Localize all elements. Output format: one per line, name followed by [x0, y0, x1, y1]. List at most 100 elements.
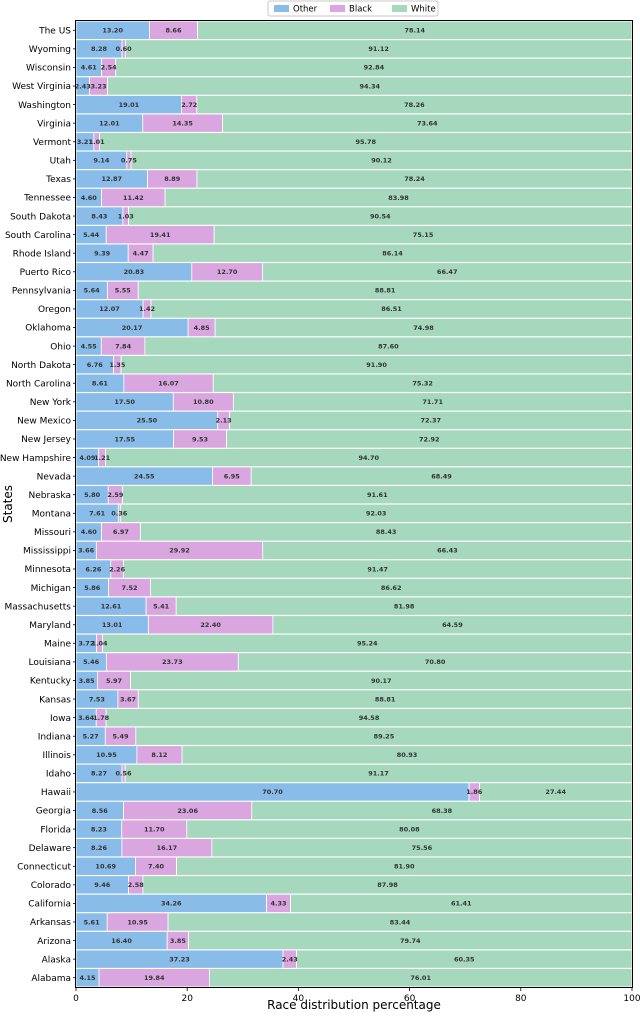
value-label-arizona-black: 3.85 — [170, 937, 187, 945]
state-label-arizona: Arizona — [37, 937, 71, 947]
value-label-north-carolina-white: 75.32 — [412, 380, 433, 388]
value-label-nevada-other: 24.55 — [134, 472, 155, 480]
value-label-minnesota-black: 2.26 — [109, 565, 126, 573]
value-label-utah-other: 9.14 — [93, 157, 110, 165]
state-label-massachusetts: Massachusetts — [4, 602, 71, 612]
value-label-wisconsin-other: 4.61 — [81, 64, 98, 72]
state-label-new-york: New York — [30, 398, 72, 408]
value-label-maine-black: 1.04 — [92, 640, 109, 648]
value-label-florida-other: 8.23 — [91, 825, 107, 833]
value-label-wyoming-white: 91.12 — [368, 45, 389, 53]
value-label-texas-white: 78.24 — [404, 175, 425, 183]
value-label-idaho-other: 8.27 — [91, 770, 107, 778]
state-label-tennessee: Tennessee — [23, 194, 71, 204]
value-label-indiana-black: 5.49 — [113, 733, 130, 741]
value-label-new-hampshire-white: 94.70 — [358, 454, 379, 462]
x-tick-label-60: 60 — [404, 994, 416, 1004]
value-label-new-mexico-white: 72.37 — [421, 417, 442, 425]
state-label-montana: Montana — [32, 509, 71, 519]
value-label-montana-other: 7.61 — [89, 510, 106, 518]
value-label-arkansas-black: 10.95 — [127, 918, 148, 926]
state-label-michigan: Michigan — [31, 584, 71, 594]
value-label-illinois-black: 8.12 — [151, 751, 167, 759]
value-label-virginia-white: 73.64 — [417, 119, 438, 127]
state-label-florida: Florida — [40, 825, 71, 835]
state-label-new-jersey: New Jersey — [21, 435, 72, 445]
state-label-illinois: Illinois — [42, 751, 71, 761]
value-label-michigan-white: 86.62 — [381, 584, 402, 592]
state-label-georgia: Georgia — [36, 807, 71, 817]
state-label-missouri: Missouri — [34, 528, 71, 538]
value-label-wyoming-other: 8.28 — [91, 45, 108, 53]
value-label-tennessee-other: 4.60 — [81, 194, 98, 202]
state-label-iowa: Iowa — [50, 714, 71, 724]
value-label-vermont-other: 3.21 — [77, 138, 94, 146]
value-label-georgia-white: 68.38 — [432, 807, 453, 815]
value-label-mississippi-other: 3.66 — [78, 547, 95, 555]
state-label-new-hampshire: New Hampshire — [0, 454, 71, 464]
value-label-rhode-island-white: 86.14 — [382, 250, 403, 258]
value-label-west-virginia-other: 2.43 — [75, 82, 91, 90]
state-label-pennsylvania: Pennsylvania — [12, 287, 71, 297]
value-label-new-york-black: 10.80 — [193, 398, 214, 406]
value-label-iowa-white: 94.58 — [359, 714, 380, 722]
state-label-south-carolina: South Carolina — [5, 231, 71, 241]
value-label-alabama-white: 76.01 — [410, 974, 431, 982]
value-label-california-other: 34.26 — [161, 900, 182, 908]
value-label-indiana-white: 89.25 — [374, 733, 395, 741]
legend-swatch-white — [392, 5, 407, 12]
legend-swatch-black — [330, 5, 345, 12]
value-label-oklahoma-black: 4.85 — [194, 324, 211, 332]
state-label-texas: Texas — [45, 175, 71, 185]
value-label-florida-black: 11.70 — [144, 825, 165, 833]
x-axis-ticks: 0 20 40 60 80 100 — [73, 987, 640, 1004]
state-labels-layer: The US Wyoming Wisconsin West Virginia Washi… — [0, 26, 72, 983]
value-label-maine-other: 3.72 — [78, 640, 94, 648]
state-label-maine: Maine — [44, 640, 71, 650]
value-label-georgia-black: 23.06 — [177, 807, 198, 815]
value-label-new-jersey-black: 9.53 — [192, 435, 208, 443]
value-label-rhode-island-black: 4.47 — [133, 250, 149, 258]
value-label-west-virginia-black: 3.23 — [90, 82, 106, 90]
state-label-virginia: Virginia — [37, 119, 71, 129]
value-label-oklahoma-other: 20.17 — [122, 324, 143, 332]
value-label-california-white: 61.41 — [451, 900, 472, 908]
value-label-arizona-white: 79.74 — [400, 937, 421, 945]
value-label-alaska-white: 60.35 — [454, 955, 475, 963]
plot-frame — [75, 20, 633, 988]
x-tick-label-0: 0 — [73, 994, 79, 1004]
x-tick-label-20: 20 — [181, 994, 193, 1004]
value-label-kansas-other: 7.53 — [89, 695, 105, 703]
value-label-pennsylvania-white: 88.81 — [375, 287, 396, 295]
value-label-ohio-other: 4.55 — [81, 342, 98, 350]
value-label-connecticut-white: 81.90 — [394, 863, 415, 871]
value-label-washington-white: 78.26 — [404, 101, 425, 109]
bars-layer — [75, 20, 633, 988]
value-label-mississippi-black: 29.92 — [169, 547, 190, 555]
value-label-kentucky-other: 3.85 — [79, 677, 96, 685]
value-label-arkansas-white: 83.44 — [390, 918, 411, 926]
value-label-north-dakota-black: 1.35 — [109, 361, 126, 369]
value-label-new-york-white: 71.71 — [422, 398, 443, 406]
state-label-delaware: Delaware — [29, 844, 72, 854]
state-label-oklahoma: Oklahoma — [25, 324, 71, 334]
legend-label-other: Other — [293, 5, 318, 15]
value-label-connecticut-black: 7.40 — [148, 863, 165, 871]
value-label-illinois-other: 10.95 — [96, 751, 117, 759]
value-label-north-dakota-other: 6.76 — [87, 361, 104, 369]
value-label-rhode-island-other: 9.39 — [94, 250, 111, 258]
value-label-colorado-other: 9.46 — [94, 881, 111, 889]
value-label-idaho-white: 91.17 — [368, 770, 389, 778]
value-label-the-us-white: 78.14 — [404, 27, 425, 35]
state-label-north-carolina: North Carolina — [6, 379, 71, 389]
state-label-new-mexico: New Mexico — [17, 417, 71, 427]
legend: Other Black White — [267, 0, 439, 17]
value-label-south-carolina-white: 75.15 — [413, 231, 434, 239]
value-label-georgia-other: 8.56 — [92, 807, 109, 815]
value-label-oregon-black: 1.42 — [139, 305, 155, 313]
state-label-california: California — [28, 900, 71, 910]
value-label-utah-white: 90.12 — [371, 157, 392, 165]
value-label-pennsylvania-other: 5.64 — [84, 287, 101, 295]
